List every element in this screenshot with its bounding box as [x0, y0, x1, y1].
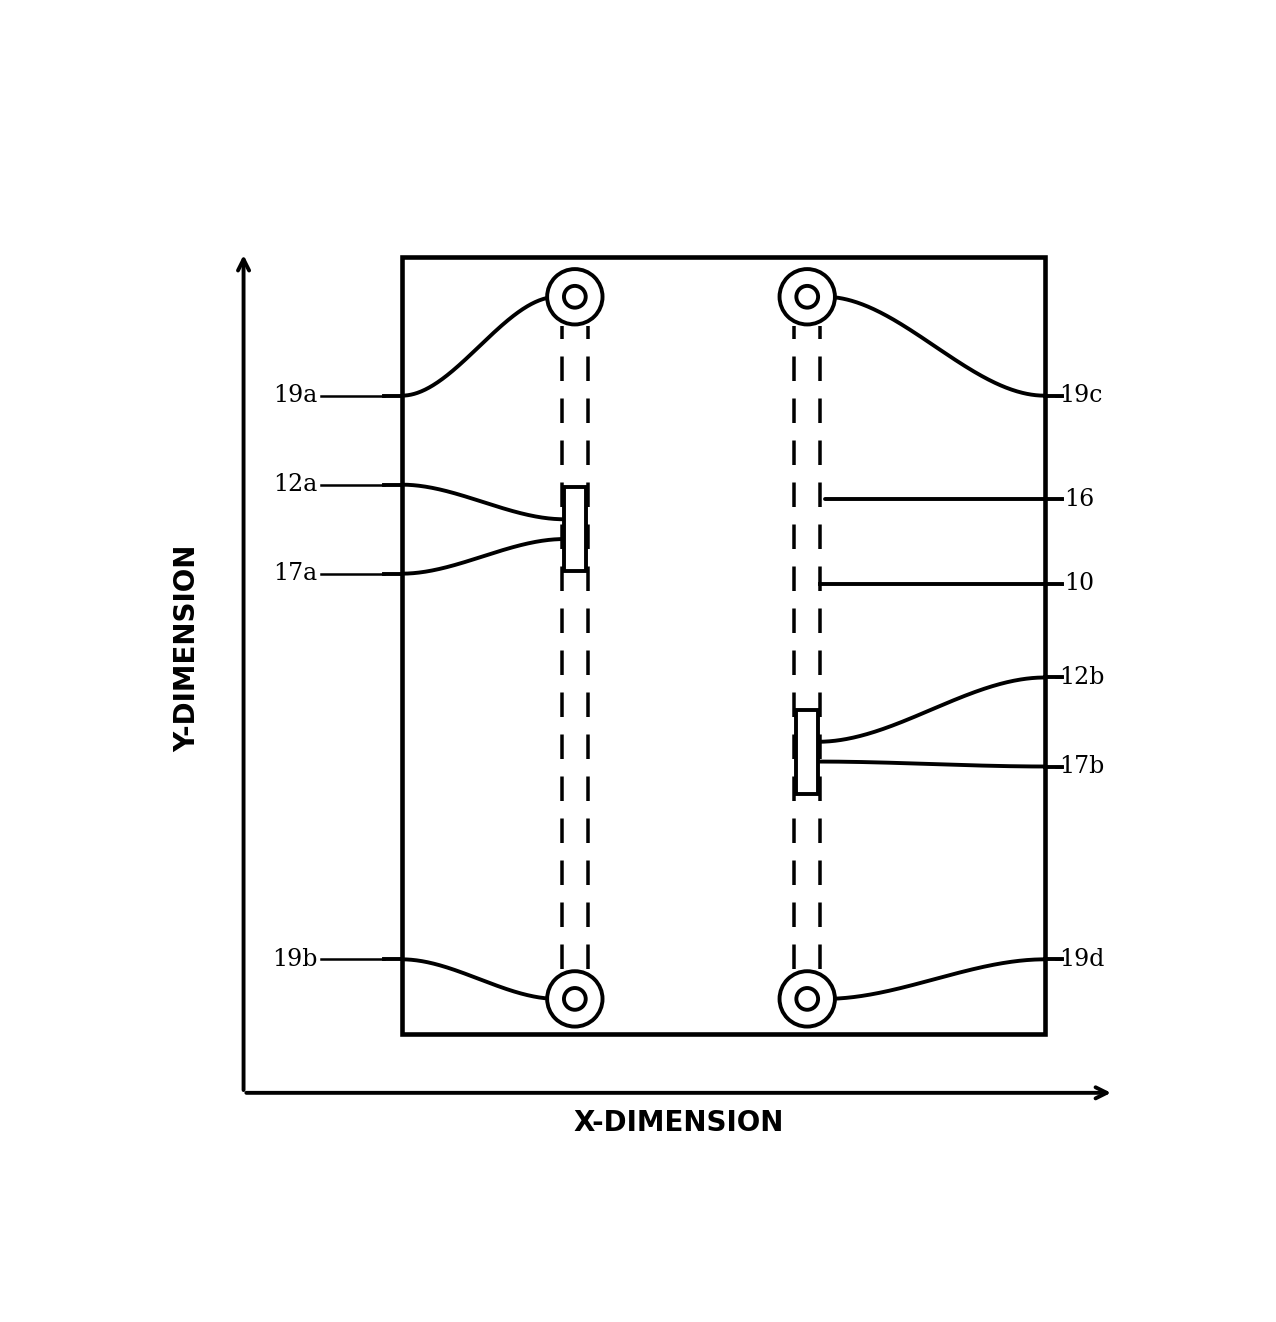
Circle shape — [564, 286, 586, 308]
Text: 10: 10 — [1064, 572, 1095, 595]
Text: 16: 16 — [1064, 488, 1095, 512]
Bar — [796, 710, 818, 793]
Circle shape — [547, 972, 602, 1027]
Circle shape — [780, 972, 835, 1027]
Bar — [402, 258, 1045, 1034]
Circle shape — [547, 270, 602, 324]
Text: 19b: 19b — [272, 948, 318, 970]
Text: 12b: 12b — [1059, 666, 1105, 689]
Text: 19d: 19d — [1059, 948, 1105, 970]
Circle shape — [796, 286, 818, 308]
Circle shape — [796, 988, 818, 1010]
Text: 17b: 17b — [1059, 755, 1105, 779]
Text: 19a: 19a — [273, 385, 318, 407]
Circle shape — [564, 988, 586, 1010]
Text: 19c: 19c — [1059, 385, 1102, 407]
Text: Y-DIMENSION: Y-DIMENSION — [174, 545, 202, 751]
Text: X-DIMENSION: X-DIMENSION — [573, 1109, 783, 1137]
Bar — [564, 486, 586, 571]
Circle shape — [780, 270, 835, 324]
Text: 17a: 17a — [273, 562, 318, 586]
Text: 12a: 12a — [273, 473, 318, 496]
